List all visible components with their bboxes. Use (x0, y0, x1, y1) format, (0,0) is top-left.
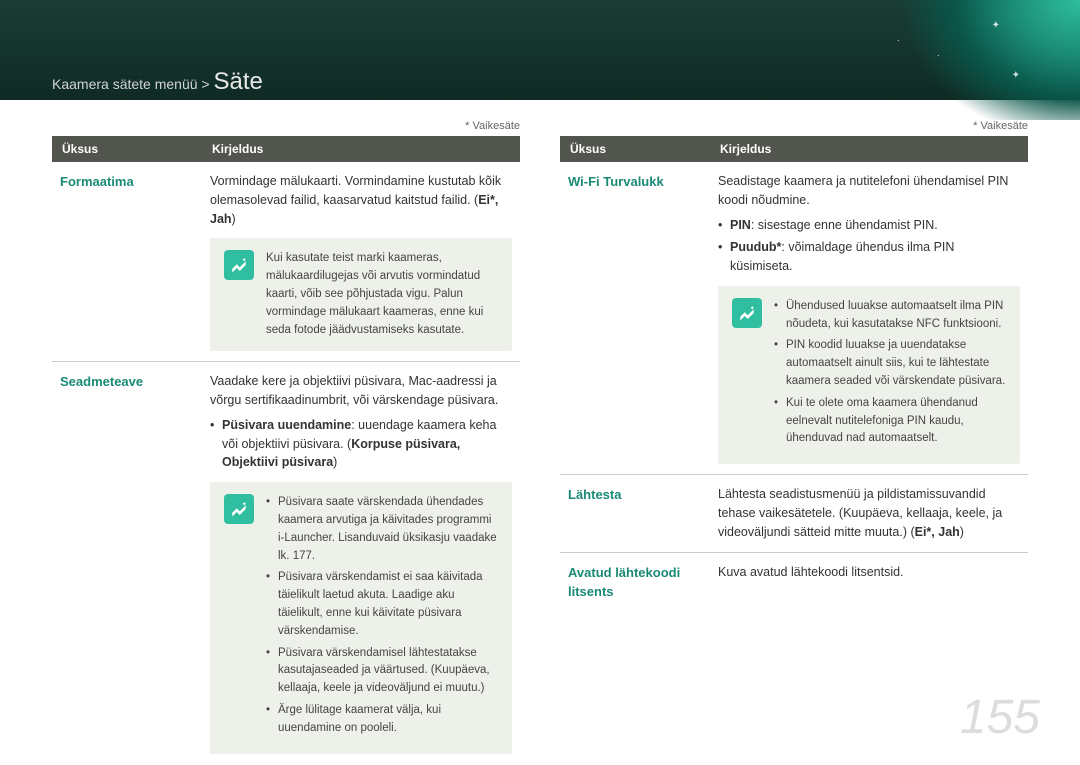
breadcrumb: Kaamera sätete menüü > Säte (52, 68, 263, 96)
breadcrumb-prefix: Kaamera sätete menüü > (52, 76, 210, 92)
breadcrumb-main: Säte (214, 68, 263, 95)
right-column: * Vaikesäte ÜksusKirjeldus Wi-Fi Turvalu… (560, 120, 1028, 764)
setting-name: Formaatima (52, 162, 202, 362)
note-icon (224, 250, 254, 280)
note-box: Püsivara saate värskendada ühendades kaa… (210, 482, 512, 754)
page-number: 155 (960, 690, 1040, 745)
note-icon (224, 494, 254, 524)
setting-desc: Vaadake kere ja objektiivi püsivara, Mac… (202, 362, 520, 764)
note-icon (732, 298, 762, 328)
setting-desc: Vormindage mälukaarti. Vormindamine kust… (202, 162, 520, 362)
settings-table-left: ÜksusKirjeldus FormaatimaVormindage mälu… (52, 136, 520, 764)
settings-table-right: ÜksusKirjeldus Wi-Fi TurvalukkSeadistage… (560, 136, 1028, 612)
setting-desc: Seadistage kaamera ja nutitelefoni ühend… (710, 162, 1028, 475)
col-desc: Kirjeldus (710, 136, 1028, 162)
col-item: Üksus (560, 136, 710, 162)
note-box: Kui kasutate teist marki kaameras, mäluk… (210, 238, 512, 351)
setting-name: Wi-Fi Turvalukk (560, 162, 710, 475)
setting-name: Seadmeteave (52, 362, 202, 764)
table-row: LähtestaLähtesta seadistusmenüü ja pildi… (560, 475, 1028, 552)
setting-desc: Kuva avatud lähtekoodi litsentsid. (710, 552, 1028, 612)
setting-name: Lähtesta (560, 475, 710, 552)
table-row: SeadmeteaveVaadake kere ja objektiivi pü… (52, 362, 520, 764)
default-label-right: * Vaikesäte (560, 120, 1028, 132)
decorative-gradient: ✦ · ✦ · (820, 0, 1080, 120)
setting-name: Avatud lähtekoodi litsents (560, 552, 710, 612)
note-box: Ühendused luuakse automaatselt ilma PIN … (718, 286, 1020, 465)
table-row: Wi-Fi TurvalukkSeadistage kaamera ja nut… (560, 162, 1028, 475)
table-row: FormaatimaVormindage mälukaarti. Vormind… (52, 162, 520, 362)
default-label-left: * Vaikesäte (52, 120, 520, 132)
table-row: Avatud lähtekoodi litsentsKuva avatud lä… (560, 552, 1028, 612)
left-column: * Vaikesäte ÜksusKirjeldus FormaatimaVor… (52, 120, 520, 764)
col-item: Üksus (52, 136, 202, 162)
content-area: * Vaikesäte ÜksusKirjeldus FormaatimaVor… (52, 120, 1028, 764)
col-desc: Kirjeldus (202, 136, 520, 162)
setting-desc: Lähtesta seadistusmenüü ja pildistamissu… (710, 475, 1028, 552)
